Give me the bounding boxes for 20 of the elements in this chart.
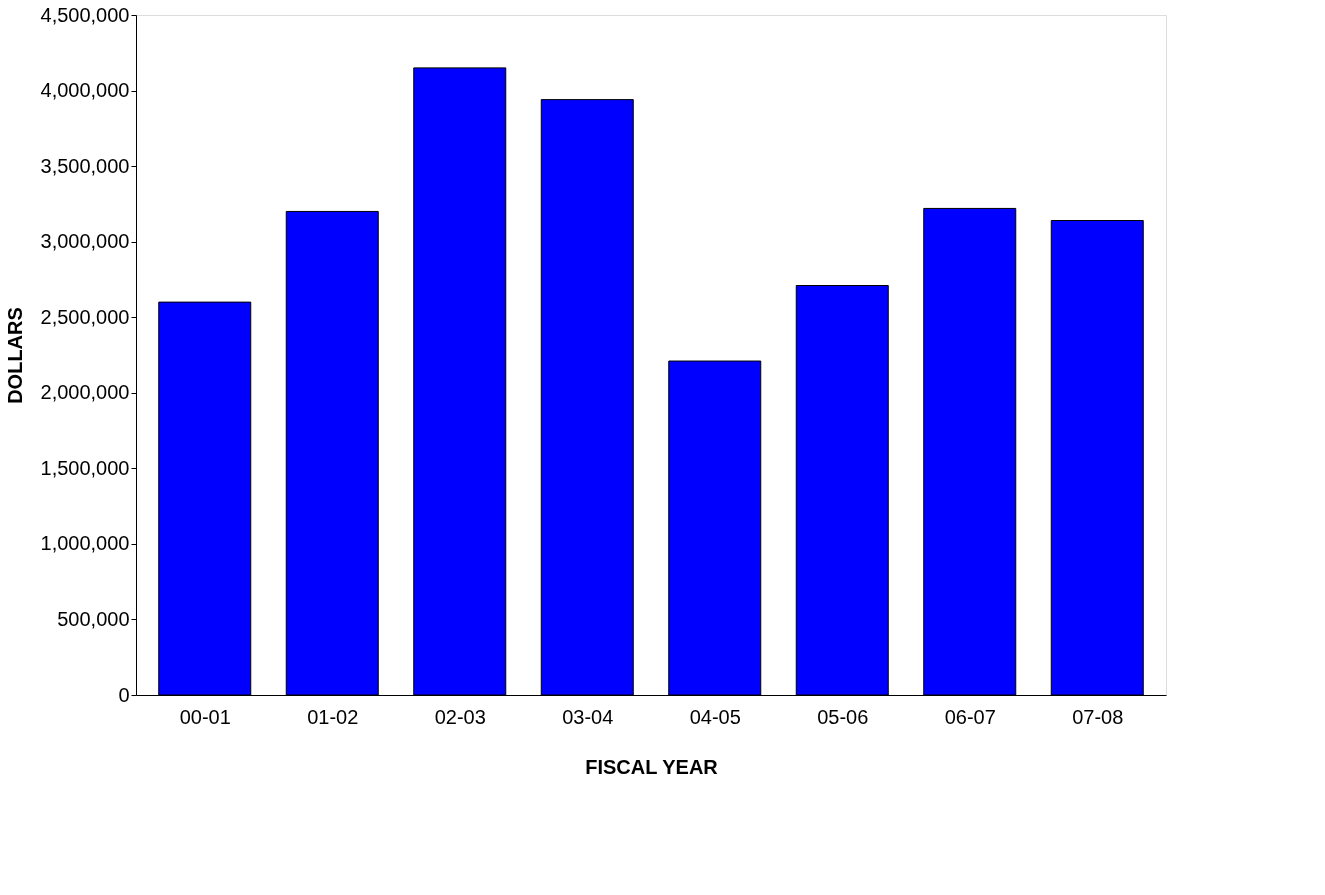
x-tick-label: 03-04 (562, 705, 614, 728)
y-tick-label: 1,500,000 (40, 456, 130, 479)
x-tick-label: 07-08 (1072, 705, 1124, 728)
y-tick-label: 1,000,000 (40, 532, 130, 555)
y-tick-label: 4,000,000 (40, 79, 130, 102)
y-tick-label: 2,500,000 (40, 305, 130, 328)
y-tick-label: 4,500,000 (40, 3, 130, 26)
x-tick-label: 02-03 (434, 705, 486, 728)
x-tick-label: 06-07 (944, 705, 996, 728)
y-tick-label: 3,500,000 (40, 154, 130, 177)
y-axis-title: DOLLARS (3, 307, 26, 404)
x-tick-label: 01-02 (307, 705, 359, 728)
x-tick-label: 00-01 (179, 705, 231, 728)
y-tick-label: 3,000,000 (40, 230, 130, 253)
x-tick-label: 05-06 (817, 705, 869, 728)
y-tick-label: 2,000,000 (40, 381, 130, 404)
y-tick-label: 0 (118, 683, 130, 706)
y-tick-label: 500,000 (57, 607, 130, 630)
x-axis-title: FISCAL YEAR (585, 755, 719, 778)
x-tick-label: 04-05 (689, 705, 741, 728)
